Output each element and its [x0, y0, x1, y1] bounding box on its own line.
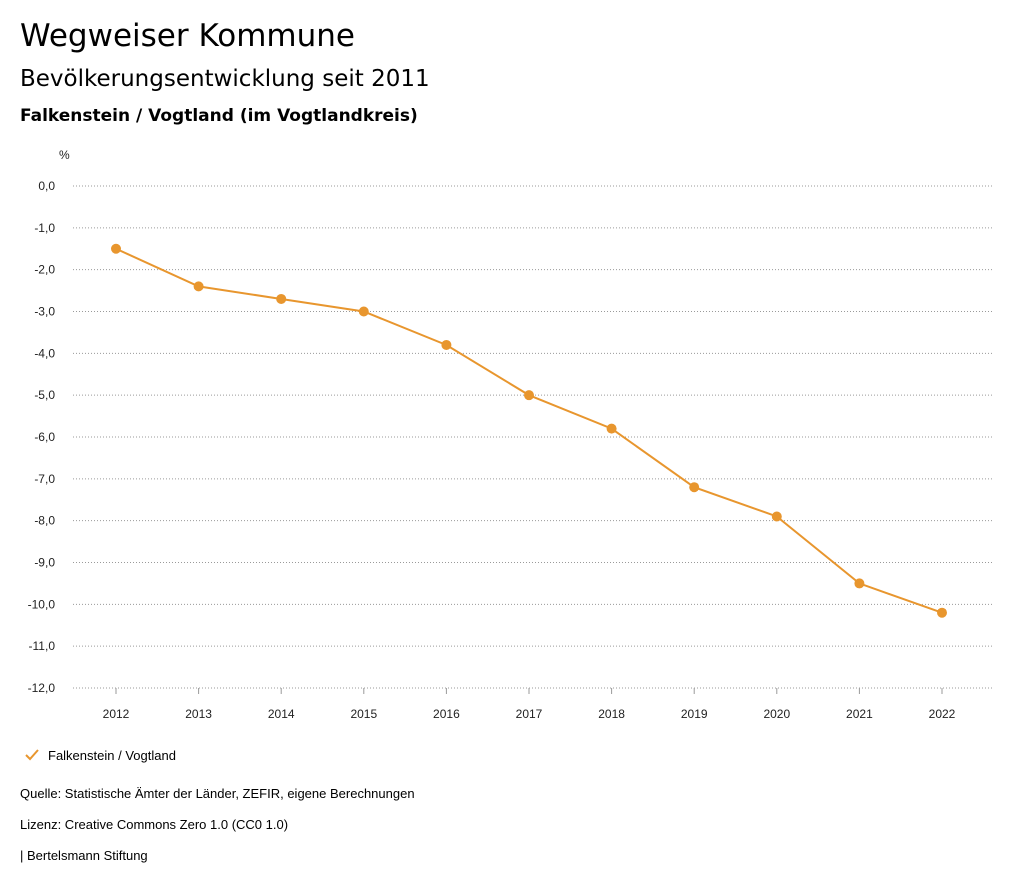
data-point [854, 578, 865, 589]
data-point [937, 607, 947, 618]
source-note: Quelle: Statistische Ämter der Länder, Z… [20, 786, 415, 801]
data-point [441, 339, 452, 350]
series-line [115, 247, 943, 614]
y-tick-label: -10,0 [28, 597, 56, 611]
y-tick-label: -11,0 [29, 639, 56, 653]
legend-item-falkenstein[interactable]: Falkenstein / Vogtland [22, 744, 176, 766]
x-tick-label: 2020 [763, 707, 790, 721]
y-axis-ticks: 0,0 -1,0 -2,0 -3,0 -4,0 -5,0 -6,0 -7,0 -8,0 -9,0 -… [28, 179, 56, 695]
y-tick-label: -1,0 [34, 221, 55, 235]
y-tick-label: 0,0 [38, 179, 55, 193]
data-point [689, 482, 700, 493]
x-tick-label: 2019 [681, 707, 708, 721]
data-point [524, 390, 534, 401]
y-tick-label: -6,0 [34, 430, 55, 444]
page-title: Wegweiser Kommune [20, 18, 355, 54]
check-icon [25, 749, 39, 761]
y-tick-label: -2,0 [34, 263, 55, 277]
data-point [193, 281, 204, 292]
x-tick-label: 2015 [350, 707, 377, 721]
data-point [111, 243, 121, 254]
y-tick-label: -12,0 [28, 681, 56, 695]
x-tick-label: 2017 [516, 707, 543, 721]
data-point [606, 423, 617, 434]
chart-subtitle: Bevölkerungsentwicklung seit 2011 [20, 66, 430, 92]
x-tick-label: 2022 [929, 707, 956, 721]
x-axis-ticks: 2012 2013 2014 2015 2016 2017 2018 2019 2020 2021… [103, 688, 956, 721]
data-point [771, 511, 782, 522]
y-tick-label: -7,0 [34, 472, 55, 486]
x-tick-label: 2013 [185, 707, 212, 721]
y-tick-label: -5,0 [34, 388, 55, 402]
y-tick-label: -9,0 [34, 556, 55, 570]
y-tick-label: -8,0 [34, 514, 55, 528]
x-tick-label: 2016 [433, 707, 460, 721]
data-point [358, 306, 369, 317]
x-tick-label: 2018 [598, 707, 625, 721]
municipality-name: Falkenstein / Vogtland (im Vogtlandkreis… [20, 106, 418, 126]
brand-note: | Bertelsmann Stiftung [20, 848, 148, 863]
y-tick-label: -4,0 [34, 346, 55, 360]
y-axis-unit-label: % [59, 148, 70, 162]
gridlines [73, 185, 993, 689]
series-layer [111, 243, 947, 618]
x-tick-label: 2014 [268, 707, 295, 721]
legend-label: Falkenstein / Vogtland [48, 747, 176, 763]
license-note: Lizenz: Creative Commons Zero 1.0 (CC0 1… [20, 817, 289, 832]
x-tick-label: 2012 [103, 707, 130, 721]
data-point [276, 293, 287, 304]
line-chart: % 0,0 -1,0 -2,0 -3,0 -4,0 -5,0 -6,0 -7,0 -8,0 -9,… [28, 148, 993, 721]
y-tick-label: -3,0 [34, 305, 55, 319]
x-tick-label: 2021 [846, 707, 873, 721]
